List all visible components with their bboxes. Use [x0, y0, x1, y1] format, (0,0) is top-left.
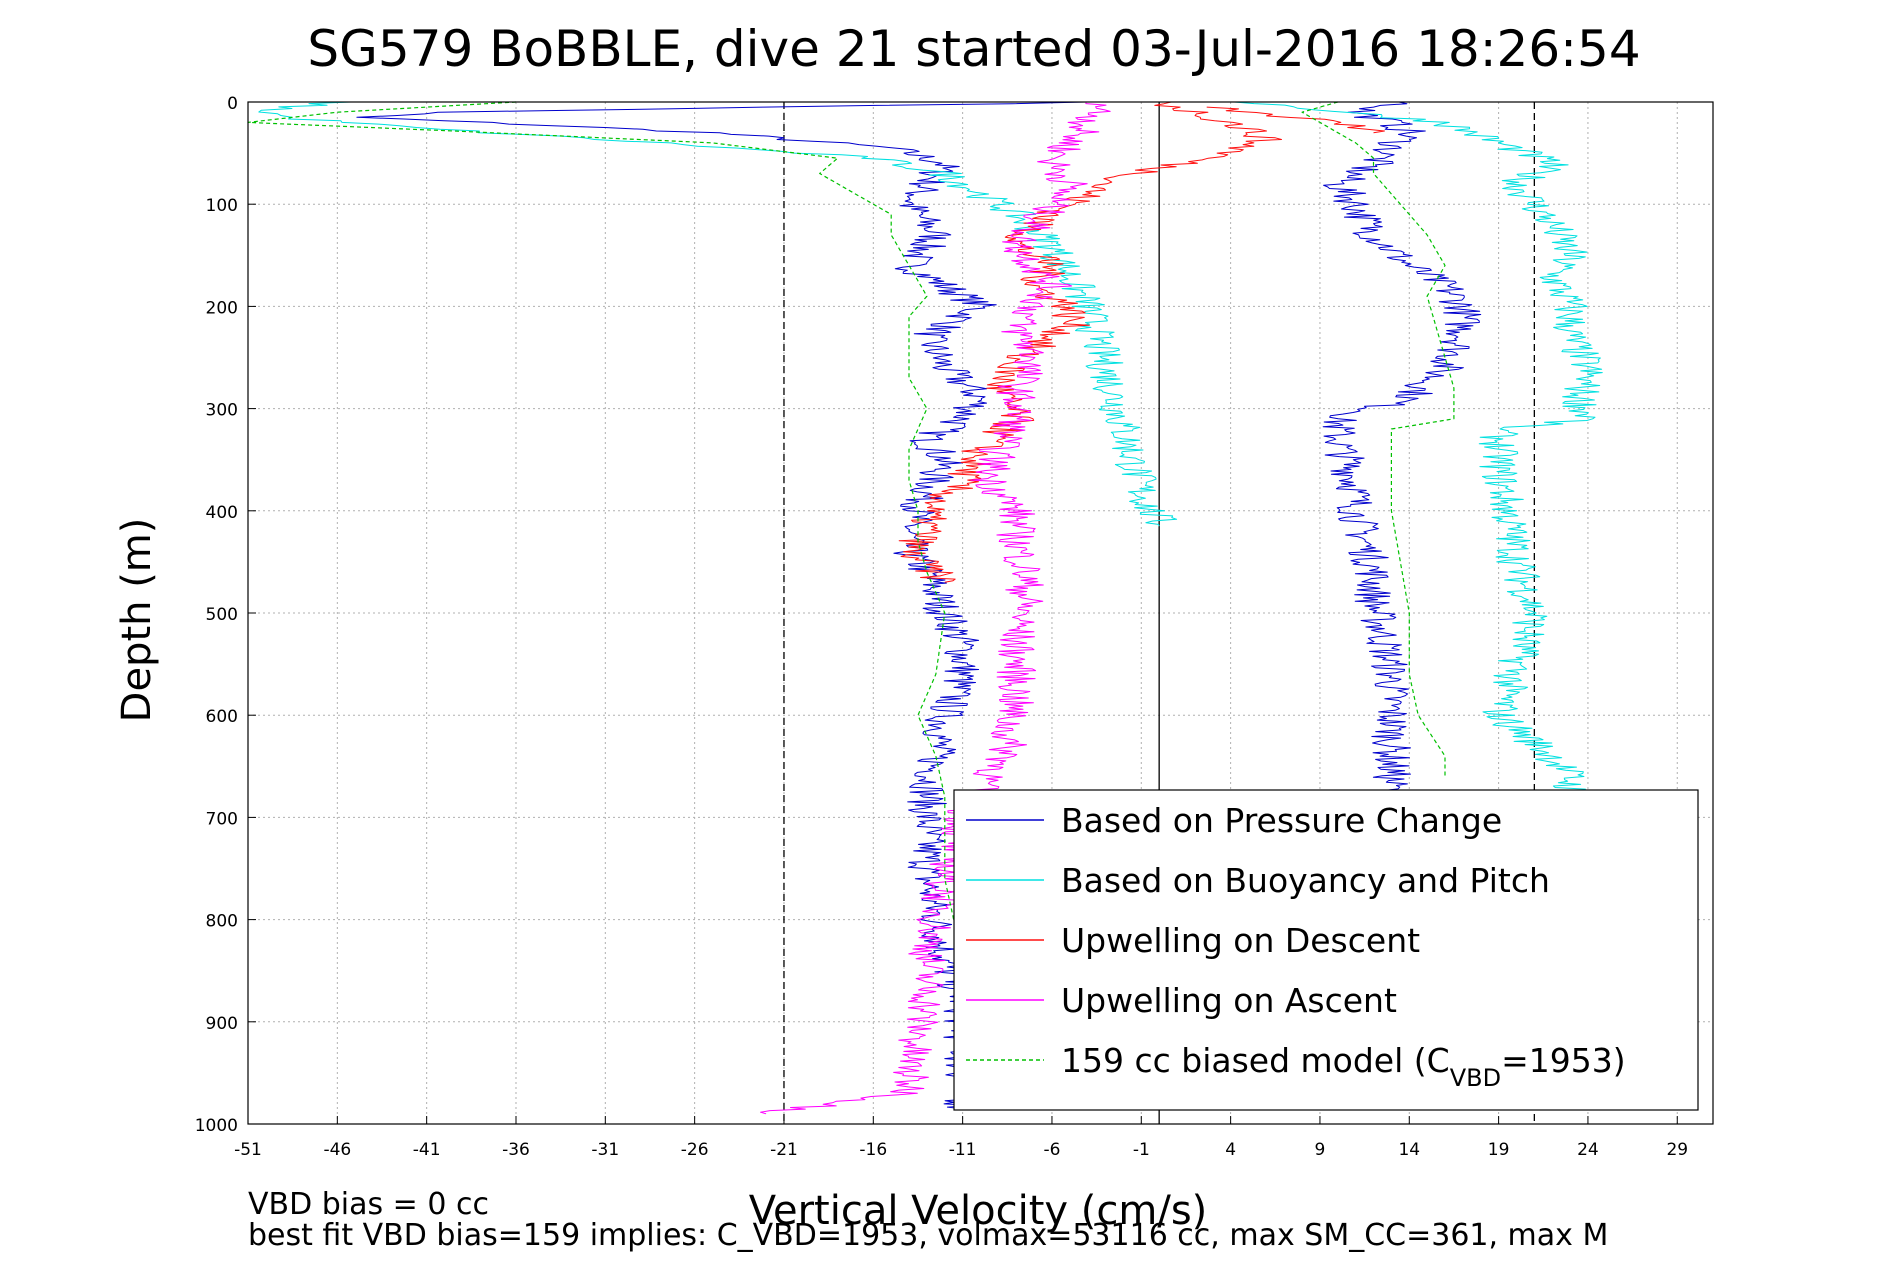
x-tick-label: -6	[1043, 1140, 1060, 1160]
chart-title: SG579 BoBBLE, dive 21 started 03-Jul-201…	[307, 20, 1640, 78]
x-tick-label: 4	[1225, 1140, 1236, 1160]
legend-label: Based on Pressure Change	[1061, 801, 1502, 840]
series-2-line	[1206, 106, 1385, 134]
legend-box	[953, 789, 1699, 1111]
footer-line-2: best fit VBD bias=159 implies: C_VBD=195…	[248, 1218, 1608, 1253]
x-tick-label: 14	[1398, 1140, 1420, 1160]
x-tick-label: -36	[502, 1140, 530, 1160]
y-tick-label: 800	[206, 912, 238, 932]
series-1-line	[258, 101, 1178, 527]
series-0-line	[356, 101, 1086, 1110]
legend-label: Based on Buoyancy and Pitch	[1061, 861, 1550, 900]
y-tick-label: 600	[206, 707, 238, 727]
y-axis-title: Depth (m)	[114, 518, 160, 723]
series-3-line	[760, 101, 1111, 1115]
y-tick-label: 900	[206, 1014, 238, 1034]
series-lines	[247, 101, 1672, 1115]
y-tick-label: 400	[206, 503, 238, 523]
y-tick-label: 200	[206, 298, 238, 318]
x-tick-label: 9	[1315, 1140, 1326, 1160]
x-axis-title: Vertical Velocity (cm/s)	[749, 1188, 1208, 1234]
x-tick-label: -46	[323, 1140, 351, 1160]
series-3	[760, 101, 1111, 1115]
x-tick-label: -11	[949, 1140, 977, 1160]
x-tick-label: 29	[1666, 1140, 1688, 1160]
x-tick-label: 19	[1488, 1140, 1510, 1160]
y-tick-label: 100	[206, 196, 238, 216]
footer-line-1: VBD bias = 0 cc	[248, 1187, 489, 1222]
x-tick-label: -26	[681, 1140, 709, 1160]
x-tick-label: -16	[859, 1140, 887, 1160]
series-2	[898, 101, 1385, 583]
x-tick-label: -51	[234, 1140, 262, 1160]
x-tick-label: 24	[1577, 1140, 1599, 1160]
y-tick-label: 500	[206, 605, 238, 625]
series-4-line	[247, 101, 964, 1022]
tick-labels: -51 -46 -41 -36 -31 -26 -21 -16 -11 -6 -1 4 9 14 19 24 2…	[195, 94, 1688, 1160]
y-tick-label: 300	[206, 401, 238, 421]
y-tick-label: 700	[206, 809, 238, 829]
series-4-line	[1301, 101, 1455, 777]
legend-label: Upwelling on Ascent	[1061, 981, 1397, 1020]
series-2-line	[898, 101, 1282, 583]
y-tick-label: 1000	[195, 1116, 238, 1136]
legend: Based on Pressure Change Based on Buoyanc…	[953, 789, 1699, 1111]
x-tick-label: -41	[413, 1140, 441, 1160]
x-tick-label: -1	[1133, 1140, 1150, 1160]
x-tick-label: -21	[770, 1140, 798, 1160]
legend-label: Upwelling on Descent	[1061, 921, 1420, 960]
x-tick-label: -31	[591, 1140, 619, 1160]
series-4	[247, 101, 1455, 1022]
y-tick-label: 0	[227, 94, 238, 114]
